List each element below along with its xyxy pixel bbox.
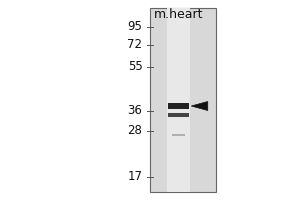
Bar [168, 113, 189, 117]
Text: 72: 72 [128, 38, 142, 51]
Text: 28: 28 [128, 124, 142, 138]
Bar [150, 8, 216, 192]
Text: 95: 95 [128, 21, 142, 33]
Polygon shape [191, 102, 208, 110]
Text: m.heart: m.heart [154, 8, 203, 21]
Text: 55: 55 [128, 60, 142, 73]
Text: 36: 36 [128, 104, 142, 117]
Text: 17: 17 [128, 170, 142, 184]
Bar [167, 8, 190, 192]
Bar [172, 134, 185, 136]
Bar [168, 103, 189, 109]
